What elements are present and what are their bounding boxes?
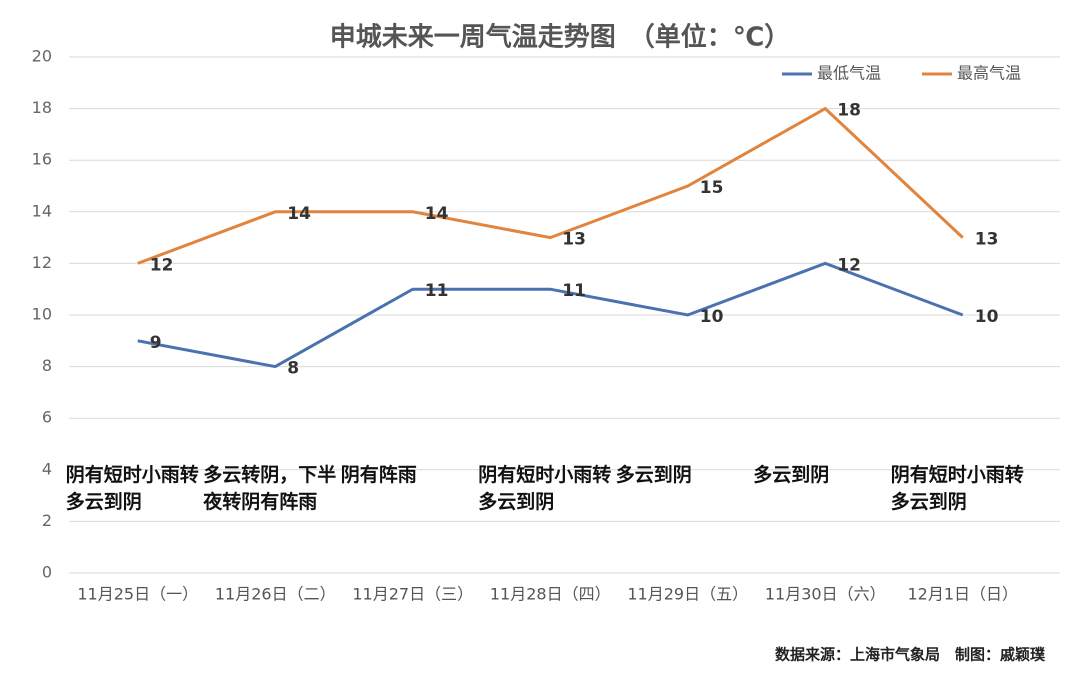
y-tick-label: 2 <box>42 511 52 530</box>
x-tick-label: 12月1日（日） <box>907 585 1018 604</box>
y-tick-label: 16 <box>32 150 52 169</box>
weather-note: 阴有阵雨 <box>340 464 417 486</box>
y-tick-label: 10 <box>32 305 52 324</box>
data-label: 8 <box>287 359 299 379</box>
line <box>137 106 964 265</box>
y-tick-label: 0 <box>42 563 52 582</box>
legend-label: 最高气温 <box>957 64 1021 83</box>
source: 数据来源：上海市气象局 制图：戚颖璞 <box>775 646 1046 664</box>
data-label: 14 <box>425 204 449 224</box>
data-label: 14 <box>287 204 311 224</box>
chart-title: 申城未来一周气温走势图 （单位：℃） <box>330 22 791 53</box>
x-tick-label: 11月26日（二） <box>215 585 336 604</box>
data-label: 10 <box>975 307 999 327</box>
y-tick-label: 20 <box>32 47 52 66</box>
x-tick-label: 11月30日（六） <box>765 585 886 604</box>
data-label: 12 <box>150 255 174 275</box>
data-label: 13 <box>975 230 999 250</box>
weather-note: 多云转阴，下半夜转阴有阵雨 <box>203 464 337 513</box>
y-tick-label: 18 <box>32 98 52 117</box>
data-label: 15 <box>700 178 724 198</box>
weather-note: 阴有短时小雨转多云到阴 <box>890 464 1024 513</box>
data-label: 13 <box>562 230 586 250</box>
y-tick-label: 14 <box>32 201 52 220</box>
y-tick-label: 8 <box>42 356 52 375</box>
data-label: 11 <box>562 281 586 301</box>
x-tick-label: 11月29日（五） <box>627 585 748 604</box>
data-label: 12 <box>837 255 861 275</box>
x-tick-label: 11月27日（三） <box>352 585 473 604</box>
x-tick-label: 11月25日（一） <box>77 585 198 604</box>
weather-note: 多云到阴 <box>615 464 692 486</box>
data-label: 18 <box>837 101 861 121</box>
legend-label: 最低气温 <box>817 64 881 83</box>
y-tick-label: 6 <box>42 408 52 427</box>
y-tick-label: 4 <box>42 459 52 478</box>
weather-note: 阴有短时小雨转多云到阴 <box>478 464 612 513</box>
weather-note: 阴有短时小雨转多云到阴 <box>65 464 199 513</box>
data-label: 9 <box>150 333 162 353</box>
weather-note: 多云到阴 <box>753 464 830 486</box>
data-label: 11 <box>425 281 449 301</box>
y-tick-label: 12 <box>32 253 52 272</box>
line <box>137 261 964 369</box>
x-tick-label: 11月28日（四） <box>490 585 611 604</box>
data-label: 10 <box>700 307 724 327</box>
